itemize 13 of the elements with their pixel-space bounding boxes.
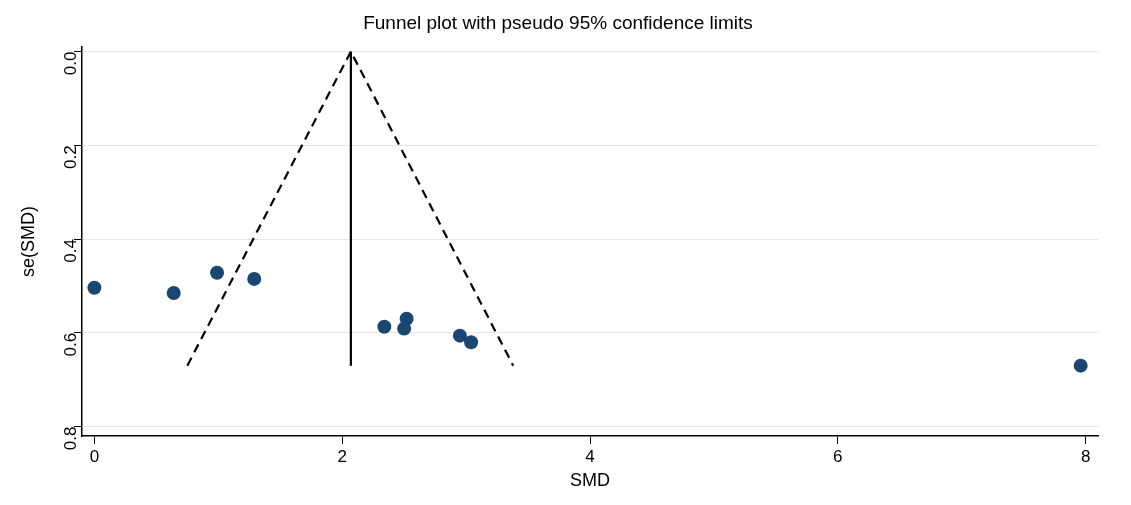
y-tick-label: 0.0 — [60, 51, 80, 76]
chart-title: Funnel plot with pseudo 95% confidence limits — [363, 11, 753, 33]
y-axis-title: se(SMD) — [17, 205, 38, 277]
x-tick-label: 0 — [89, 446, 100, 466]
x-tick-label: 6 — [833, 446, 843, 466]
x-tick-label: 4 — [585, 446, 595, 466]
y-tick-label: 0.8 — [60, 426, 80, 451]
y-tick-label: 0.6 — [60, 332, 80, 357]
x-axis-title: SMD — [570, 470, 610, 491]
x-tick-label: 2 — [337, 446, 347, 466]
y-tick-label: 0.2 — [60, 145, 80, 169]
x-tick-label: 8 — [1080, 446, 1091, 466]
y-tick-label: 0.4 — [60, 239, 80, 263]
